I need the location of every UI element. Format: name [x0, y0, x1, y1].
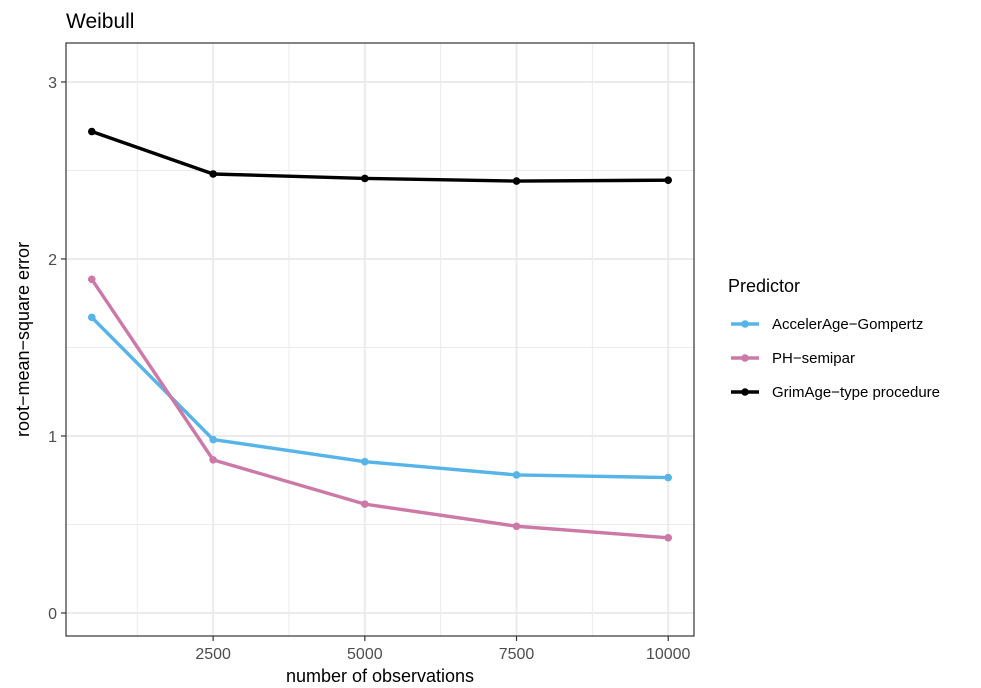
data-point-0-0 [87, 313, 96, 322]
legend-title: Predictor [728, 276, 800, 296]
data-point-1-4 [664, 533, 673, 542]
x-tick-label: 7500 [499, 646, 535, 663]
data-point-0-3 [512, 471, 521, 479]
series-layer [87, 127, 673, 542]
plot-panel-border [65, 42, 695, 637]
data-point-2-0 [87, 127, 96, 136]
series-line-2 [91, 129, 669, 183]
y-axis-title: root−mean−square error [13, 242, 33, 437]
legend-key-point [741, 320, 749, 328]
x-tick-label: 5000 [347, 646, 383, 663]
legend-items: AccelerAge−Gompertz PH−semipar GrimAge−typ… [731, 316, 940, 401]
x-axis-title: number of observations [286, 666, 474, 686]
y-tick-label: 3 [48, 75, 57, 92]
data-point-2-2 [361, 174, 369, 183]
data-point-1-1 [209, 456, 217, 464]
series-line-1 [90, 278, 669, 540]
chart-title: Weibull [66, 10, 134, 33]
legend-label: AccelerAge−Gompertz [772, 316, 923, 333]
data-point-0-4 [664, 473, 673, 482]
y-tick-label: 2 [48, 252, 57, 269]
data-point-1-0 [87, 275, 96, 284]
data-point-0-2 [361, 457, 369, 466]
legend-label: PH−semipar [772, 350, 855, 367]
y-tick-label: 1 [48, 429, 57, 446]
data-point-1-2 [361, 500, 369, 508]
grid [66, 43, 694, 636]
series-line-0 [90, 316, 669, 480]
x-tick-label: 2500 [195, 646, 231, 663]
data-point-2-4 [664, 176, 673, 184]
data-point-2-1 [209, 170, 217, 178]
data-point-0-1 [209, 435, 217, 444]
legend: Predictor AccelerAge−Gompertz PH−semipar G… [728, 276, 940, 401]
data-point-1-3 [512, 522, 521, 531]
legend-label: GrimAge−type procedure [772, 384, 940, 401]
data-point-2-3 [512, 177, 521, 185]
legend-key-point [741, 388, 749, 396]
y-tick-label: 0 [48, 606, 57, 623]
legend-key-point [741, 354, 749, 362]
axes: 2500 5000 7500 10000 0 1 2 3 [48, 75, 690, 663]
x-tick-label: 10000 [646, 646, 691, 663]
